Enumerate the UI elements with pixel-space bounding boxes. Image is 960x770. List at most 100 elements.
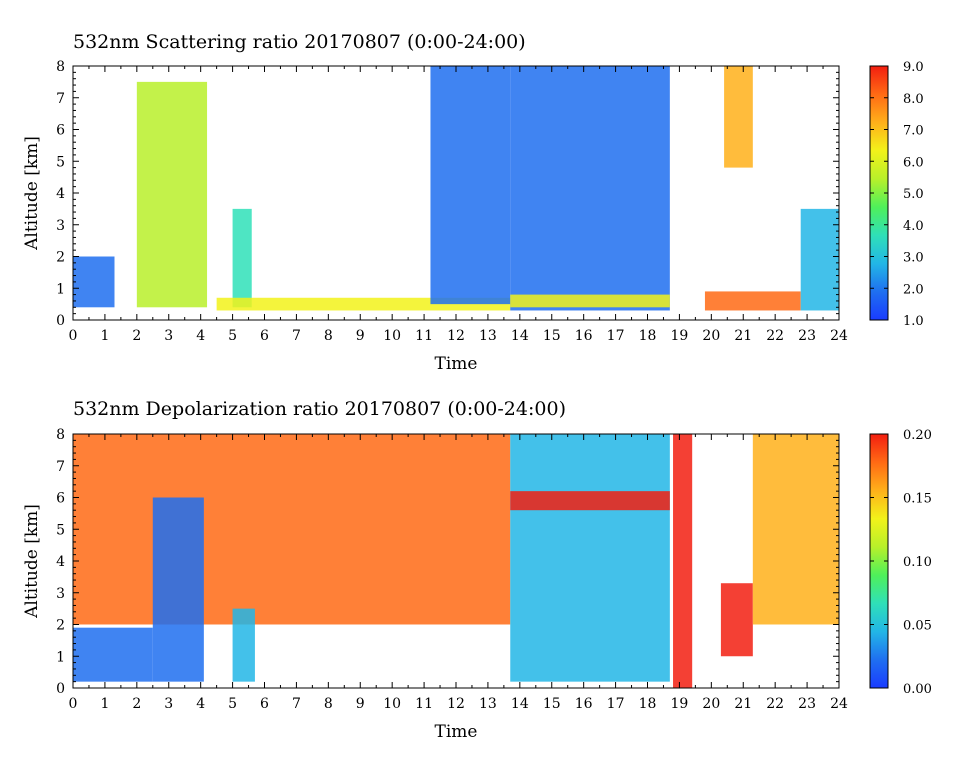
- x-tick-label: 11: [415, 696, 433, 712]
- x-tick-label: 4: [196, 328, 205, 344]
- x-tick-label: 23: [798, 328, 816, 344]
- y-tick-label: 6: [56, 491, 65, 507]
- x-tick-label: 5: [228, 696, 237, 712]
- x-tick-label: 19: [671, 328, 689, 344]
- colorbar-tick-label: 8.0: [903, 92, 924, 107]
- x-axis-label: Time: [435, 722, 478, 742]
- y-tick-label: 7: [56, 91, 65, 107]
- x-tick-label: 16: [575, 328, 593, 344]
- x-tick-label: 11: [415, 328, 433, 344]
- x-tick-label: 22: [766, 328, 784, 344]
- colorbar-tick-label: 0.05: [903, 619, 932, 634]
- panel-title: 532nm Scattering ratio 20170807 (0:00-24…: [73, 31, 526, 53]
- x-tick-label: 17: [607, 696, 625, 712]
- y-tick-label: 7: [56, 459, 65, 475]
- x-tick-label: 6: [260, 696, 269, 712]
- colorbar-tick-label: 1.0: [903, 314, 924, 329]
- x-tick-label: 12: [447, 328, 465, 344]
- colorbar-tick-label: 6.0: [903, 155, 924, 170]
- y-tick-label: 5: [56, 522, 65, 538]
- x-tick-label: 24: [830, 328, 848, 344]
- x-tick-label: 9: [356, 328, 365, 344]
- x-tick-label: 5: [228, 328, 237, 344]
- x-tick-label: 18: [639, 696, 657, 712]
- scattering-ratio-panel: 532nm Scattering ratio 20170807 (0:00-24…: [22, 31, 924, 374]
- heatmap-region: [724, 66, 753, 168]
- x-tick-label: 12: [447, 696, 465, 712]
- heatmap-region: [510, 434, 670, 682]
- y-tick-label: 1: [56, 281, 65, 297]
- x-tick-label: 3: [164, 328, 173, 344]
- heatmap-region: [704, 291, 801, 311]
- y-tick-label: 8: [56, 427, 65, 443]
- x-tick-label: 2: [132, 328, 141, 344]
- y-tick-label: 4: [56, 186, 65, 202]
- heatmap-region: [430, 66, 511, 305]
- x-tick-label: 21: [734, 328, 752, 344]
- colorbar-tick-label: 4.0: [903, 219, 924, 234]
- x-tick-label: 14: [511, 328, 529, 344]
- x-tick-label: 16: [575, 696, 593, 712]
- y-tick-label: 5: [56, 154, 65, 170]
- x-tick-label: 1: [100, 696, 109, 712]
- heatmap-region: [510, 66, 670, 311]
- x-tick-label: 15: [543, 328, 561, 344]
- colorbar-tick-label: 7.0: [903, 124, 924, 139]
- y-tick-label: 6: [56, 123, 65, 139]
- x-tick-label: 3: [164, 696, 173, 712]
- x-tick-label: 21: [734, 696, 752, 712]
- x-tick-label: 0: [69, 696, 78, 712]
- x-tick-label: 14: [511, 696, 529, 712]
- y-tick-label: 0: [56, 681, 65, 697]
- x-tick-label: 8: [324, 328, 333, 344]
- panel-title: 532nm Depolarization ratio 20170807 (0:0…: [73, 398, 566, 420]
- x-tick-label: 24: [830, 696, 848, 712]
- x-tick-label: 10: [383, 328, 401, 344]
- heatmap-region: [720, 583, 753, 657]
- colorbar-tick-label: 3.0: [903, 251, 924, 266]
- heatmap-region: [232, 608, 255, 682]
- x-tick-label: 20: [702, 696, 720, 712]
- x-tick-label: 0: [69, 328, 78, 344]
- x-tick-label: 9: [356, 696, 365, 712]
- colorbar-tick-label: 5.0: [903, 187, 924, 202]
- y-axis-label: Altitude [km]: [22, 504, 42, 619]
- y-tick-label: 4: [56, 554, 65, 570]
- heatmap-region: [152, 497, 204, 682]
- x-tick-label: 10: [383, 696, 401, 712]
- x-tick-label: 4: [196, 696, 205, 712]
- x-tick-label: 15: [543, 696, 561, 712]
- y-tick-label: 2: [56, 250, 65, 266]
- y-tick-label: 8: [56, 59, 65, 75]
- x-tick-label: 18: [639, 328, 657, 344]
- heatmap-region: [73, 627, 153, 682]
- heatmap-region: [510, 491, 670, 511]
- colorbar-tick-label: 2.0: [903, 282, 924, 297]
- x-tick-label: 23: [798, 696, 816, 712]
- x-axis-label: Time: [435, 354, 478, 374]
- x-tick-label: 7: [292, 696, 301, 712]
- heatmap-region: [752, 434, 839, 625]
- heatmap-region: [73, 434, 511, 625]
- x-tick-label: 2: [132, 696, 141, 712]
- heatmap-region: [800, 208, 839, 311]
- heatmap-region: [510, 294, 670, 308]
- heatmap-region: [232, 208, 252, 308]
- heatmap-region: [136, 81, 208, 308]
- colorbar-tick-label: 9.0: [903, 60, 924, 75]
- y-tick-label: 3: [56, 586, 65, 602]
- y-tick-label: 2: [56, 618, 65, 634]
- x-tick-label: 13: [479, 328, 497, 344]
- y-tick-label: 3: [56, 218, 65, 234]
- x-tick-label: 8: [324, 696, 333, 712]
- x-tick-label: 17: [607, 328, 625, 344]
- colorbar-tick-label: 0.15: [903, 492, 932, 507]
- heatmap-region: [73, 256, 115, 308]
- depolarization-ratio-panel: 532nm Depolarization ratio 20170807 (0:0…: [22, 398, 932, 742]
- x-tick-label: 22: [766, 696, 784, 712]
- colorbar-tick-label: 0.20: [903, 428, 932, 443]
- colorbar-tick-label: 0.00: [903, 682, 932, 697]
- x-tick-label: 20: [702, 328, 720, 344]
- x-tick-label: 13: [479, 696, 497, 712]
